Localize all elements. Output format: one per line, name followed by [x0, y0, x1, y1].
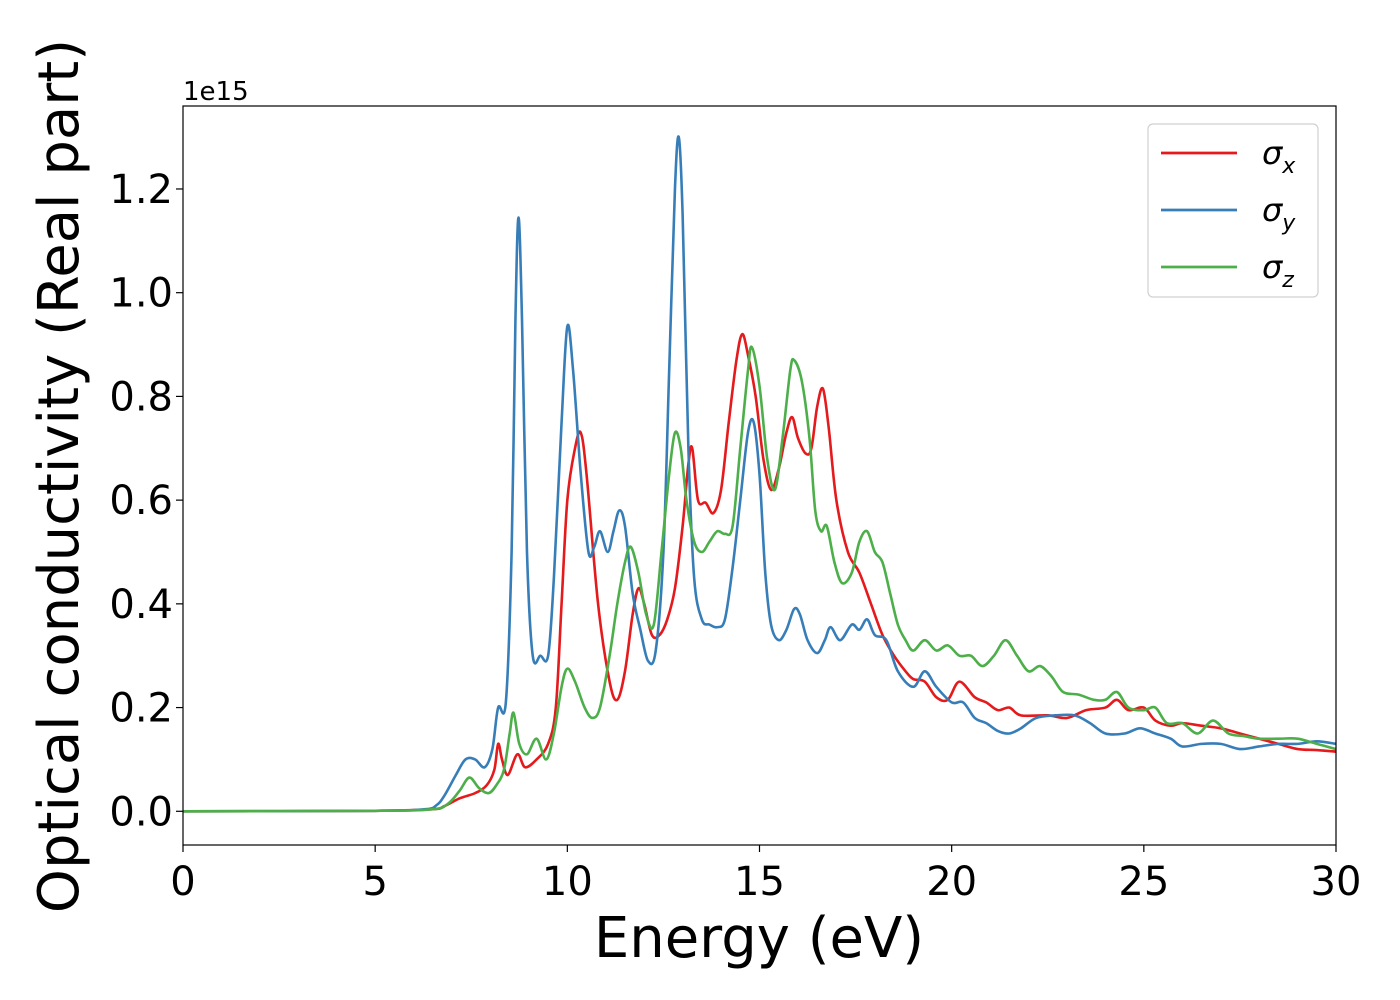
y-tick-label: 1.2 [109, 167, 173, 213]
legend-subscript: x [1281, 154, 1296, 179]
y-tick-label: 0.4 [109, 582, 173, 628]
series-layer [183, 135, 1336, 813]
y-tick-label: 0.2 [109, 686, 173, 732]
y-axis-title: Optical conductivity (Real part) [27, 39, 92, 913]
x-tick-label: 5 [362, 859, 387, 905]
y-tick-label: 0.8 [109, 374, 173, 420]
series-line-sigma-z [183, 345, 1336, 813]
series-line-sigma-x [183, 332, 1336, 813]
legend-subscript: y [1281, 211, 1296, 236]
y-offset-label: 1e15 [183, 77, 249, 107]
legend-symbol: σ [1262, 191, 1284, 229]
x-tick-label: 0 [170, 859, 195, 905]
legend-label-sigma-x: σx [1262, 134, 1296, 179]
x-tick-label: 10 [542, 859, 593, 905]
y-tick-label: 0.0 [109, 789, 173, 835]
legend-label-sigma-z: σz [1262, 248, 1294, 293]
series-line-sigma-y [183, 135, 1336, 813]
legend-symbol: σ [1262, 248, 1284, 286]
y-axis: 0.0 0.2 0.4 0.6 0.8 1.0 1.2 [109, 167, 183, 835]
legend-label-sigma-y: σy [1262, 191, 1296, 236]
y-tick-label: 1.0 [109, 271, 173, 317]
x-tick-label: 15 [734, 859, 785, 905]
x-tick-label: 25 [1118, 859, 1169, 905]
legend-subscript: z [1281, 268, 1294, 293]
x-tick-label: 20 [926, 859, 977, 905]
x-axis-title: Energy (eV) [594, 906, 924, 971]
legend-symbol: σ [1262, 134, 1284, 172]
x-tick-label: 30 [1311, 859, 1362, 905]
x-axis: 0 5 10 15 20 25 30 [170, 845, 1361, 905]
y-tick-label: 0.6 [109, 478, 173, 524]
